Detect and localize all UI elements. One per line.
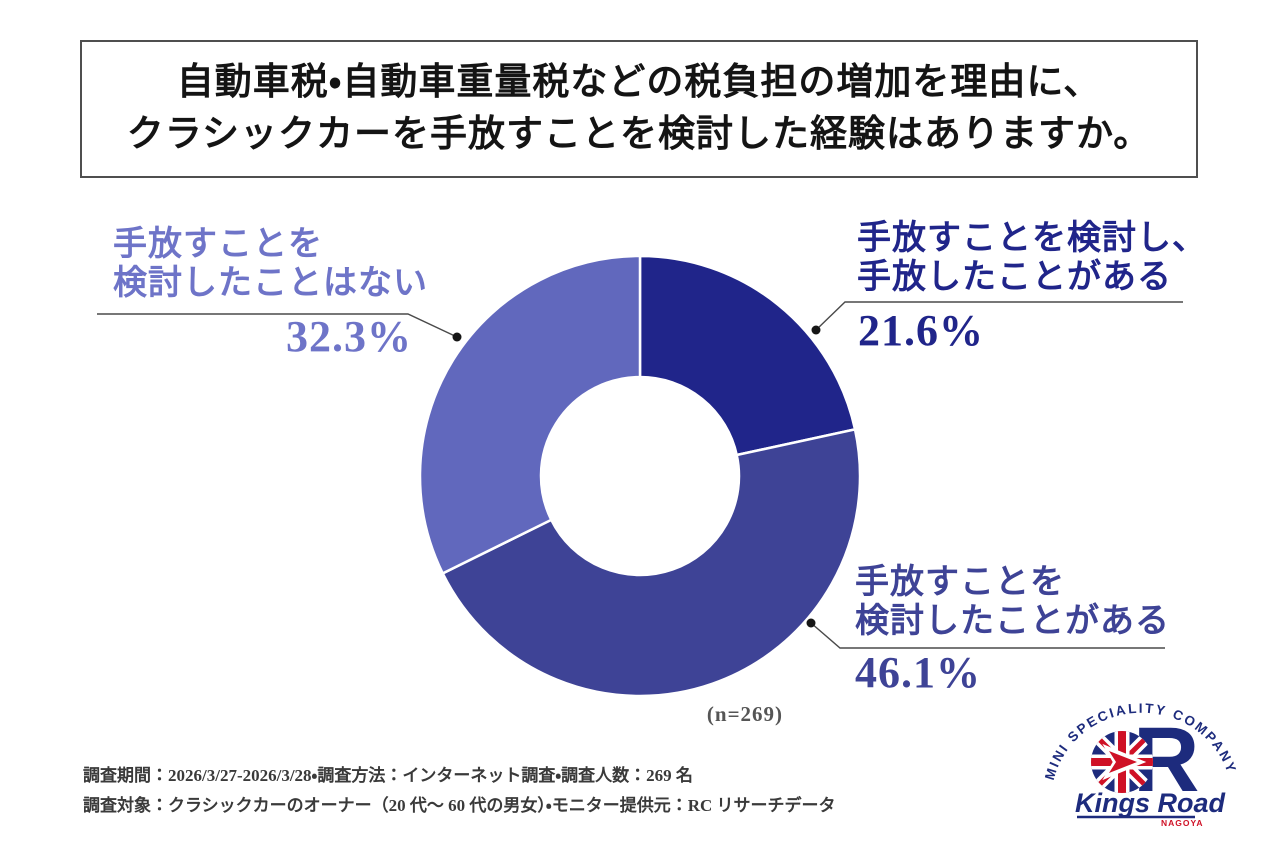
leader-dot-2: [452, 332, 462, 342]
question-title-box: 自動車税・自動車重量税などの税負担の増加を理由に、 クラシックカーを手放すことを…: [80, 40, 1198, 178]
leader-dot-0: [811, 325, 821, 335]
survey-notes-line2: 調査対象：クラシックカーのオーナー（20 代〜 60 代の男女）・モニター提供元…: [83, 796, 836, 815]
logo-sub-brand-text: NAGOYA: [1161, 818, 1204, 828]
survey-notes-line1: 調査期間：2026/3/27-2026/3/28・調査方法：インターネット調査・…: [83, 766, 693, 785]
callout-label-never-line1: 手放すことを: [113, 226, 323, 263]
leader-line-2: [97, 313, 458, 338]
sample-size-label: (n=269): [706, 702, 784, 726]
donut-slice-2: [418, 254, 642, 576]
donut-slice-1: [441, 427, 862, 698]
callout-label-considered-line1: 手放すことを: [855, 564, 1065, 601]
callout-label-sold-line1: 手放すことを検討し、: [857, 220, 1207, 257]
logo-brand-text: Kings Road: [1075, 788, 1226, 818]
callout-label-sold-line2: 手放したことがある: [857, 259, 1172, 296]
question-title-line1: 自動車税・自動車重量税などの税負担の増加を理由に、: [176, 62, 1102, 103]
union-jack-roundel-icon: [1091, 731, 1153, 793]
leader-line-1: [810, 622, 1165, 649]
callout-value-considered: 46.1%: [855, 648, 981, 697]
callout-value-never: 32.3%: [286, 312, 412, 361]
callout-label-never: 手放すことを 検討したことはない: [113, 225, 428, 303]
leader-line-0: [815, 301, 1183, 331]
donut-slices-group: [418, 254, 862, 698]
callout-label-considered: 手放すことを 検討したことがある: [855, 563, 1170, 641]
donut-slice-0: [638, 254, 857, 457]
callout-label-never-line2: 検討したことはない: [113, 265, 428, 302]
callout-label-sold: 手放すことを検討し、 手放したことがある: [857, 219, 1207, 297]
question-title-line2: クラシックカーを手放すことを検討した経験はありますか。: [126, 114, 1152, 155]
callout-value-sold: 21.6%: [858, 306, 984, 355]
callout-label-considered-line2: 検討したことがある: [855, 603, 1170, 640]
leader-lines-group: [97, 301, 1183, 649]
leader-dot-1: [806, 618, 816, 628]
survey-notes: 調査期間：2026/3/27-2026/3/28・調査方法：インターネット調査・…: [83, 761, 836, 821]
kings-road-logo: MINI SPECIALITY COMPANY R Kings Road NAG…: [1045, 701, 1237, 828]
